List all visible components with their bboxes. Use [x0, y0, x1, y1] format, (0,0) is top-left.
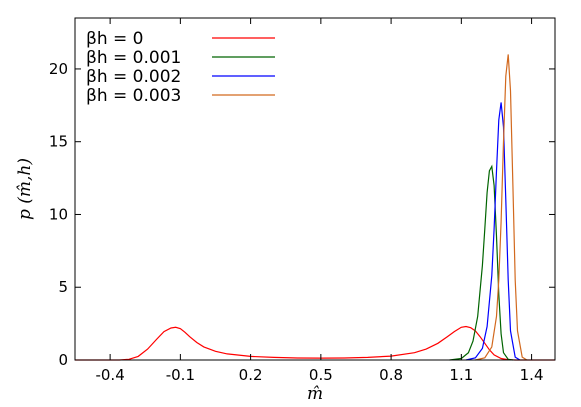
y-tick-label: 5	[58, 278, 68, 296]
x-tick-label: -0.1	[166, 366, 195, 384]
y-axis-label: p (m̂,h)	[15, 158, 35, 220]
legend-label-3: βh = 0.003	[86, 86, 181, 106]
x-axis-label: m̂	[307, 384, 323, 404]
legend-label-0: βh = 0	[86, 29, 144, 49]
series-line-2	[465, 102, 521, 361]
plot-area	[75, 54, 555, 361]
y-tick-label: 15	[49, 133, 68, 151]
x-tick-label: 1.1	[449, 366, 473, 384]
legend-label-2: βh = 0.002	[86, 67, 181, 87]
x-tick-label: 0.5	[309, 366, 333, 384]
series-line-1	[449, 164, 513, 361]
series-line-3	[475, 54, 528, 361]
series-line-0	[75, 325, 555, 361]
y-tick-label: 10	[49, 205, 68, 223]
axes-frame	[74, 17, 556, 361]
x-tick-label: 1.4	[520, 366, 544, 384]
axis-ticks: -0.4 -0.1 0.2 0.5 0.8 1.1 1.4 0 5 10 15 20	[49, 18, 555, 384]
x-tick-label: -0.4	[95, 366, 124, 384]
y-tick-label: 0	[58, 351, 68, 369]
x-tick-label: 0.8	[379, 366, 403, 384]
y-tick-label: 20	[49, 60, 68, 78]
legend-label-1: βh = 0.001	[86, 48, 181, 68]
x-tick-label: 0.2	[239, 366, 263, 384]
